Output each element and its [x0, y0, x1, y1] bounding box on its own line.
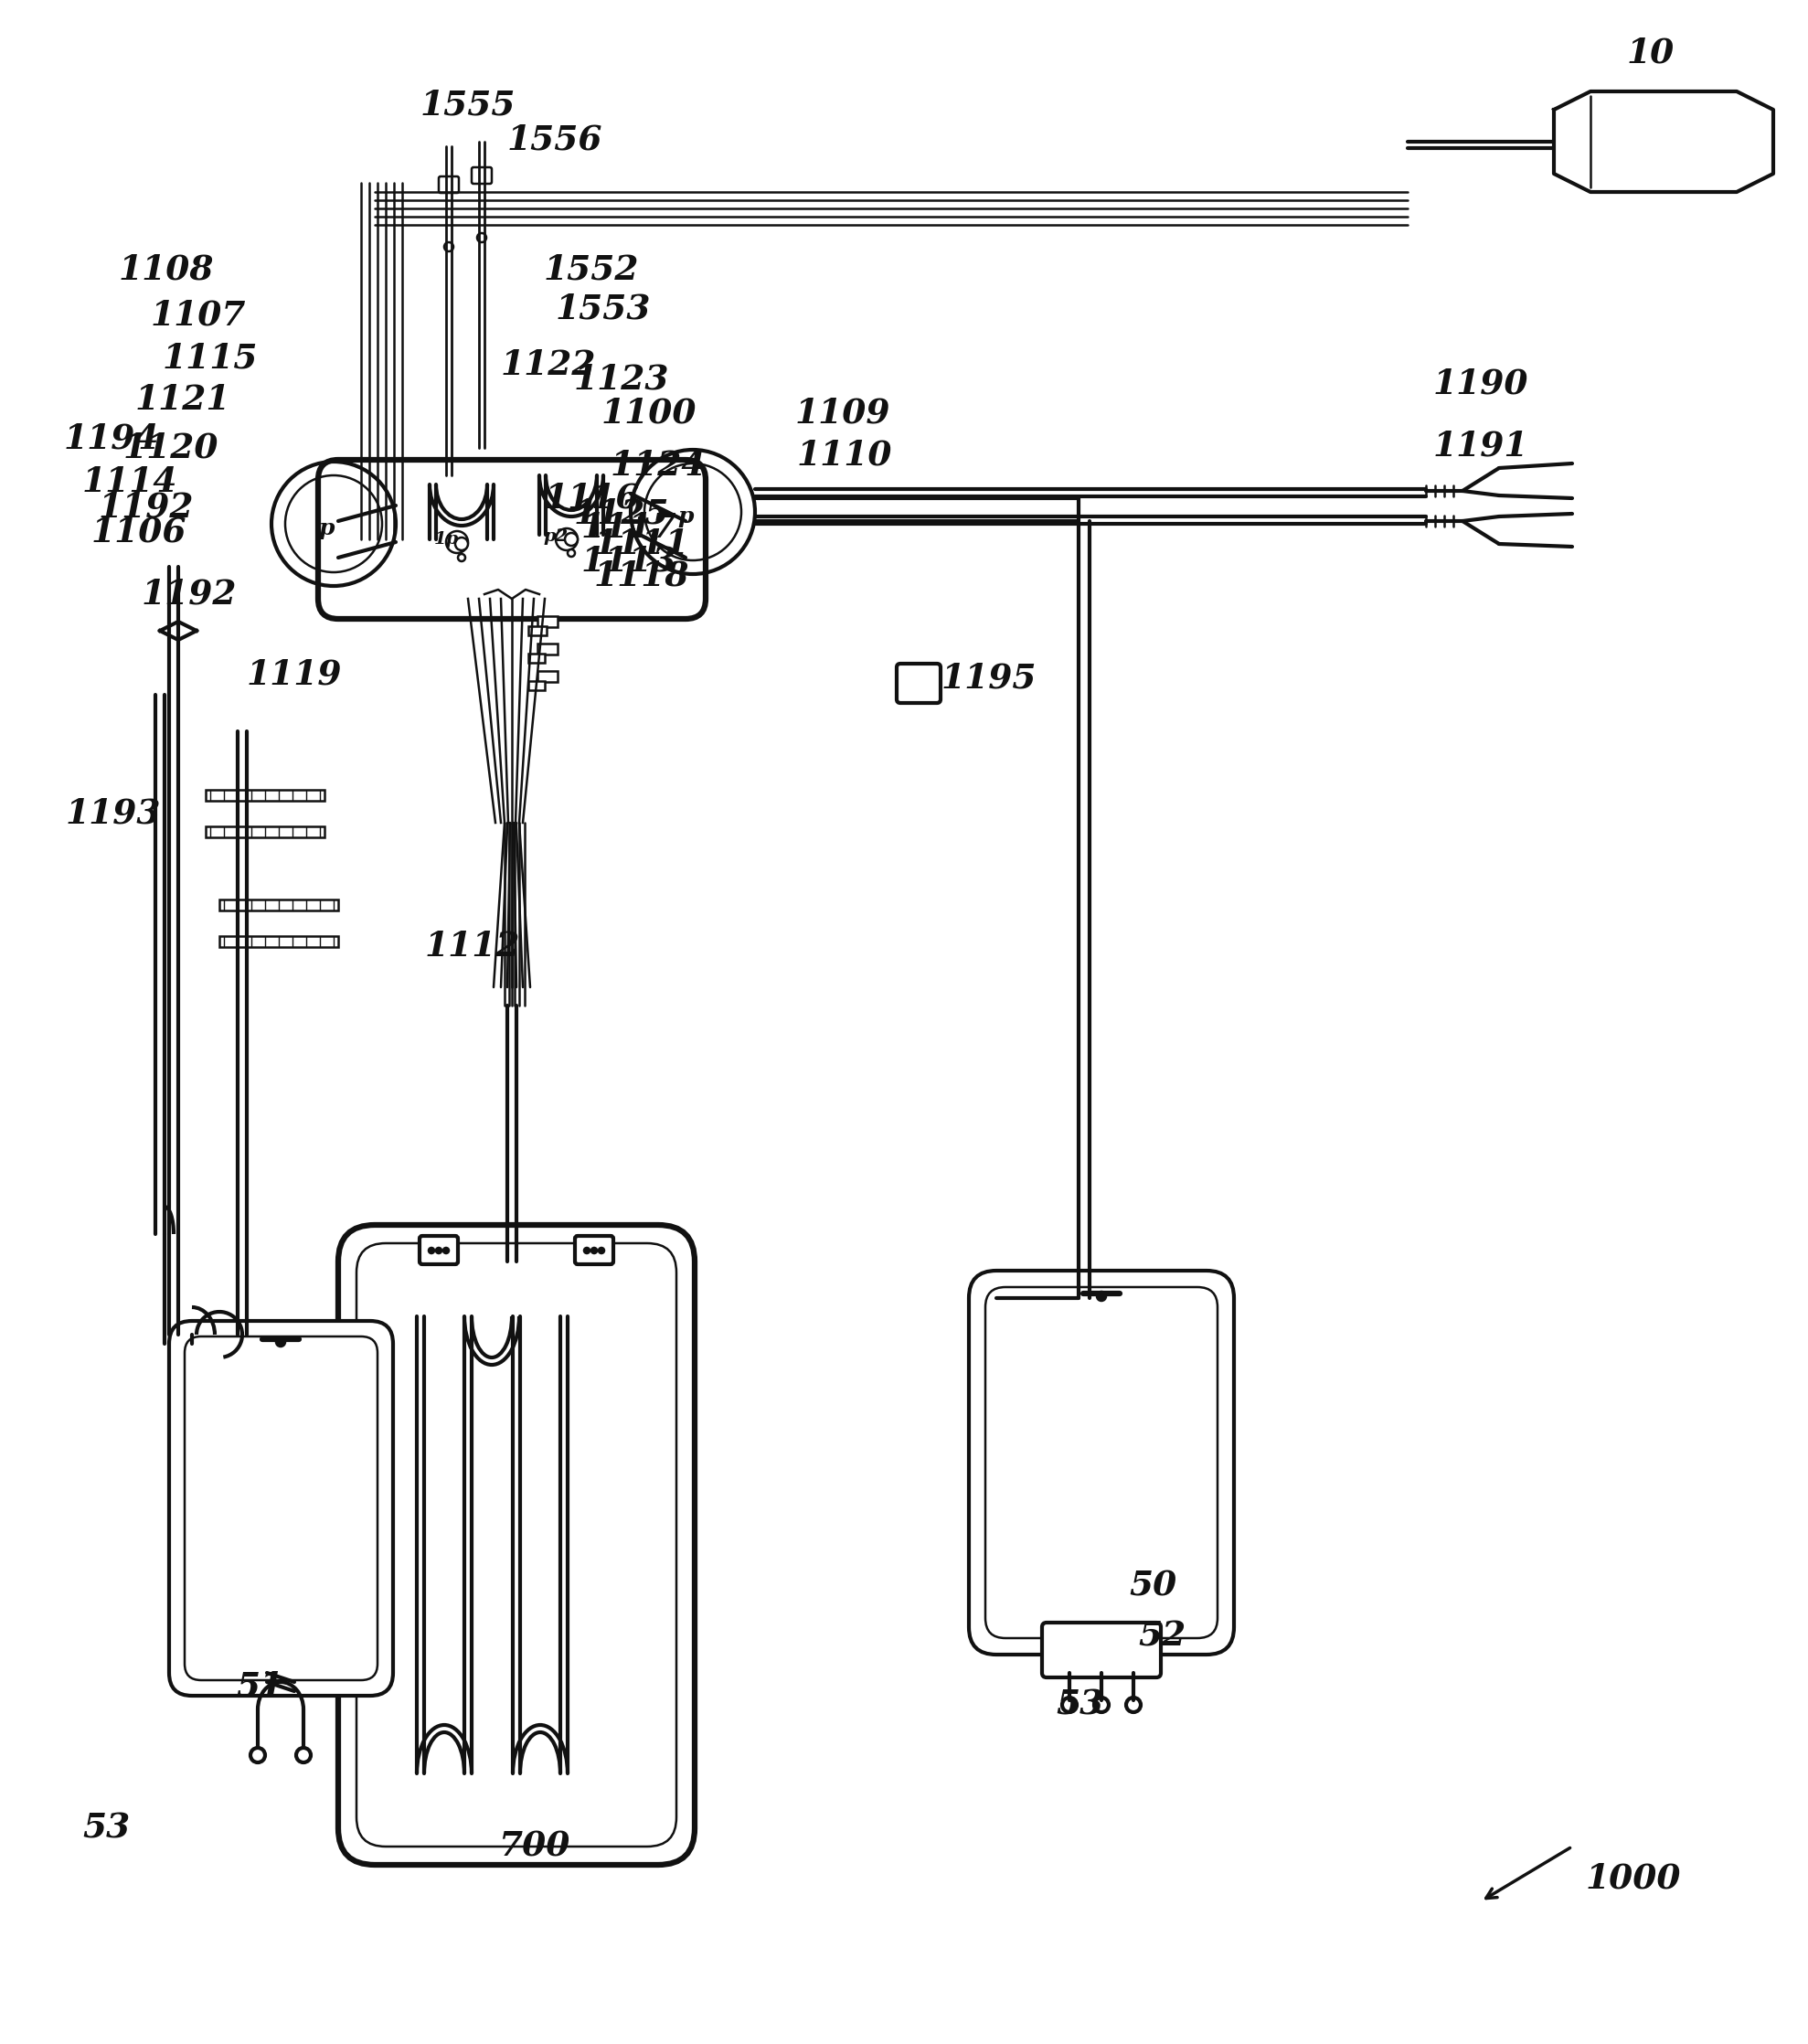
Text: 50: 50 — [1128, 1570, 1177, 1602]
Text: 1553: 1553 — [555, 292, 651, 325]
Text: 1193: 1193 — [65, 797, 161, 830]
Bar — [528, 654, 544, 662]
Circle shape — [443, 1247, 448, 1253]
Circle shape — [457, 554, 465, 562]
Bar — [206, 789, 324, 801]
Text: 1118: 1118 — [595, 558, 689, 593]
FancyBboxPatch shape — [318, 460, 705, 619]
Bar — [528, 681, 544, 691]
FancyBboxPatch shape — [170, 1320, 392, 1697]
Bar — [537, 670, 557, 683]
Text: 1p: 1p — [434, 531, 459, 548]
Circle shape — [584, 1247, 589, 1253]
Text: 51: 51 — [235, 1670, 284, 1703]
Bar — [206, 826, 324, 838]
FancyBboxPatch shape — [439, 176, 459, 192]
Text: 1109: 1109 — [796, 397, 891, 429]
Text: 1108: 1108 — [119, 253, 215, 286]
Text: p2: p2 — [542, 527, 568, 546]
Text: 1116: 1116 — [544, 480, 640, 515]
Text: 1192: 1192 — [99, 491, 193, 523]
Text: p: p — [678, 505, 694, 527]
Circle shape — [564, 533, 579, 546]
Text: 1111: 1111 — [595, 527, 689, 562]
Bar — [528, 625, 546, 636]
FancyBboxPatch shape — [1041, 1623, 1161, 1678]
Circle shape — [598, 1247, 604, 1253]
FancyBboxPatch shape — [472, 168, 492, 184]
Text: 1113: 1113 — [582, 544, 676, 578]
Text: 1119: 1119 — [248, 658, 342, 691]
Text: 1195: 1195 — [942, 662, 1038, 695]
Circle shape — [436, 1247, 441, 1253]
Text: 10: 10 — [1627, 37, 1674, 69]
Circle shape — [277, 1337, 286, 1347]
FancyBboxPatch shape — [985, 1288, 1217, 1637]
Text: 1107: 1107 — [150, 298, 246, 333]
FancyBboxPatch shape — [419, 1237, 457, 1265]
Text: 52: 52 — [1137, 1619, 1186, 1654]
Circle shape — [591, 1247, 597, 1253]
Text: 1122: 1122 — [501, 350, 597, 382]
Text: 1121: 1121 — [136, 384, 231, 417]
Text: 1115: 1115 — [163, 341, 259, 376]
Text: 1552: 1552 — [544, 253, 640, 286]
Circle shape — [456, 538, 468, 550]
Text: 1100: 1100 — [602, 397, 696, 429]
Text: 1110: 1110 — [797, 437, 893, 472]
Text: 1123: 1123 — [573, 362, 669, 397]
Text: 53: 53 — [1056, 1688, 1103, 1721]
FancyBboxPatch shape — [897, 664, 940, 703]
Text: 1000: 1000 — [1586, 1862, 1681, 1895]
FancyBboxPatch shape — [356, 1243, 676, 1846]
Polygon shape — [1553, 92, 1774, 192]
Text: 1556: 1556 — [508, 123, 602, 157]
Text: 1120: 1120 — [123, 431, 219, 464]
FancyBboxPatch shape — [575, 1237, 613, 1265]
Text: 53: 53 — [83, 1811, 130, 1846]
Text: 1106: 1106 — [92, 515, 186, 550]
Text: 1117: 1117 — [582, 511, 676, 546]
Text: p: p — [318, 517, 334, 540]
Text: 1124: 1124 — [611, 450, 707, 482]
Circle shape — [568, 550, 575, 556]
Text: 1112: 1112 — [425, 930, 521, 963]
Text: 1125: 1125 — [573, 497, 669, 531]
Bar — [537, 615, 557, 628]
Text: 1555: 1555 — [421, 88, 515, 123]
Bar — [537, 644, 557, 654]
Text: 700: 700 — [499, 1829, 570, 1864]
Circle shape — [1097, 1292, 1106, 1300]
Text: 1190: 1190 — [1434, 368, 1530, 401]
Bar — [219, 899, 338, 910]
Text: 1192: 1192 — [141, 576, 237, 611]
FancyBboxPatch shape — [338, 1224, 694, 1864]
FancyBboxPatch shape — [969, 1271, 1235, 1654]
Text: 1194: 1194 — [63, 421, 159, 456]
Text: 1191: 1191 — [1434, 429, 1530, 464]
Text: 1114: 1114 — [83, 466, 177, 499]
Bar — [219, 936, 338, 946]
Circle shape — [428, 1247, 434, 1253]
FancyBboxPatch shape — [184, 1337, 378, 1680]
